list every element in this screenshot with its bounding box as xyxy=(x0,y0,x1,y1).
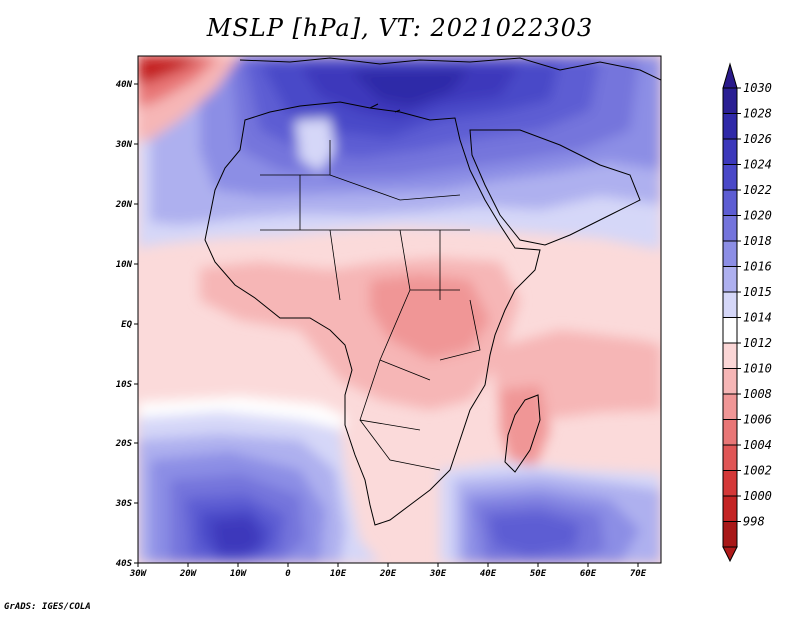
neutral-band-1014 xyxy=(138,396,345,430)
colorbar-label: 1014 xyxy=(743,311,772,325)
colorbar-label: 1002 xyxy=(743,464,772,478)
colorbar: 1030 1028 1026 1024 1022 1020 1018 1016 1015 1014… xyxy=(722,62,772,563)
europe-coastline xyxy=(239,57,661,81)
colorbar-swatch xyxy=(722,495,738,522)
lat-label: 40S xyxy=(116,559,133,569)
country-borders xyxy=(260,140,481,471)
lat-label: 30S xyxy=(115,499,133,509)
colorbar-label: 1004 xyxy=(743,438,772,452)
colorbar-swatch xyxy=(722,419,738,446)
colorbar-label: 1022 xyxy=(743,183,772,197)
colorbar-label: 1018 xyxy=(743,234,772,248)
colorbar-swatch xyxy=(722,113,738,140)
tropical-low-1008 xyxy=(370,274,490,360)
lon-label: 70E xyxy=(630,569,647,579)
lon-label: 20E xyxy=(379,569,397,579)
colorbar-swatch xyxy=(722,317,738,344)
colorbar-swatch xyxy=(722,470,738,497)
pressure-field xyxy=(138,56,661,563)
north-high-1030 xyxy=(350,68,470,106)
lon-label: 30E xyxy=(429,569,447,579)
lon-label: 60E xyxy=(580,569,597,579)
colorbar-label: 1012 xyxy=(743,336,772,350)
colorbar-label: 1016 xyxy=(743,260,772,274)
longitude-axis: 30W 20W 10W 0 10E 20E 30E 40E 50E 60E 70E xyxy=(129,563,647,579)
plot-frame xyxy=(137,55,662,564)
madagascar-low-1008 xyxy=(500,385,550,468)
lon-label: 30W xyxy=(129,569,148,579)
northwest-low-1000 xyxy=(138,56,205,84)
colorbar-swatch xyxy=(722,266,738,293)
lat-label: 20N xyxy=(115,200,133,210)
coastlines xyxy=(204,57,661,526)
colorbar-label: 1030 xyxy=(743,81,772,95)
colorbar-label: 998 xyxy=(743,515,765,529)
lon-label: 10E xyxy=(330,569,347,579)
colorbar-label: 1010 xyxy=(743,362,772,376)
grads-credit: GrADS: IGES/COLA xyxy=(4,602,91,612)
colorbar-label: 1026 xyxy=(743,132,772,146)
colorbar-label: 1015 xyxy=(743,285,772,299)
lat-label: 10N xyxy=(116,260,133,270)
lat-label: 30N xyxy=(115,140,133,150)
africa-coastline xyxy=(204,101,541,526)
colorbar-swatch xyxy=(722,189,738,216)
colorbar-swatch xyxy=(722,393,738,420)
colorbar-bottom-cap xyxy=(722,546,738,563)
colorbar-label: 1008 xyxy=(743,387,772,401)
lat-label: EQ xyxy=(121,320,132,330)
lon-label: 50E xyxy=(530,569,547,579)
colorbar-label: 1024 xyxy=(743,158,772,172)
colorbar-top-cap xyxy=(722,62,738,89)
colorbar-swatch xyxy=(722,164,738,191)
colorbar-swatch xyxy=(722,444,738,471)
colorbar-swatch xyxy=(722,521,738,548)
latitude-axis: 40N 30N 20N 10N EQ 10S 20S 30S 40S xyxy=(115,80,138,569)
colorbar-label: 1028 xyxy=(743,107,772,121)
colorbar-swatch xyxy=(722,215,738,242)
pressure-contours xyxy=(138,56,661,563)
colorbar-swatch xyxy=(722,368,738,395)
lat-label: 40N xyxy=(116,80,133,90)
colorbar-swatch xyxy=(722,291,738,318)
south-high-1028 xyxy=(212,518,262,554)
madagascar-coastline xyxy=(504,394,541,473)
mediterranean-islands xyxy=(369,103,401,113)
lon-label: 40E xyxy=(480,569,497,579)
lon-label: 0 xyxy=(285,569,291,579)
colorbar-label: 1000 xyxy=(743,489,772,503)
arabia-coastline xyxy=(469,129,641,246)
colorbar-swatch xyxy=(722,138,738,165)
lat-label: 10S xyxy=(116,380,133,390)
colorbar-swatch xyxy=(722,240,738,267)
colorbar-label: 1020 xyxy=(743,209,772,223)
colorbar-swatch xyxy=(722,87,738,114)
south-high-1024-east xyxy=(488,512,580,556)
sahara-lower-pressure xyxy=(295,118,335,172)
lat-label: 20S xyxy=(115,439,133,449)
lon-label: 20W xyxy=(179,569,198,579)
colorbar-swatch xyxy=(722,342,738,369)
lon-label: 10W xyxy=(230,569,248,579)
colorbar-label: 1006 xyxy=(743,413,772,427)
map-title: MSLP [hPa], VT: 2021022303 xyxy=(206,14,594,42)
